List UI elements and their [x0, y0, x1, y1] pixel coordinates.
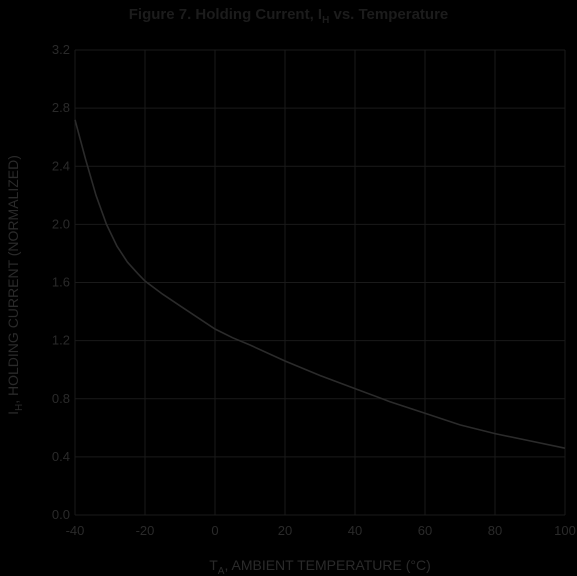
y-tick-label: 2.8 [52, 100, 70, 115]
x-tick-label: -40 [66, 523, 85, 538]
y-tick-label: 0.0 [52, 507, 70, 522]
y-tick-label: 2.0 [52, 216, 70, 231]
x-tick-label: 20 [278, 523, 292, 538]
y-axis-label: IH, HOLDING CURRENT (NORMALIZED) [5, 155, 25, 415]
x-tick-labels: -40 -20 0 20 40 60 80 100 [66, 523, 576, 538]
x-tick-label: 40 [348, 523, 362, 538]
x-tick-label: -20 [136, 523, 155, 538]
y-tick-label: 2.4 [52, 158, 70, 173]
y-tick-label: 0.8 [52, 391, 70, 406]
x-axis-label: TA, AMBIENT TEMPERATURE (°C) [209, 557, 431, 576]
x-tick-label: 100 [554, 523, 576, 538]
chart-title: Figure 7. Holding Current, IH vs. Temper… [128, 6, 449, 26]
y-tick-label: 0.4 [52, 449, 70, 464]
x-tick-label: 80 [488, 523, 502, 538]
grid [74, 49, 566, 516]
y-tick-label: 3.2 [52, 42, 70, 57]
holding-current-curve [74, 119, 566, 449]
y-tick-label: 1.6 [52, 275, 70, 290]
y-tick-labels: 0.0 0.4 0.8 1.2 1.6 2.0 2.4 2.8 3.2 [52, 42, 70, 522]
x-tick-label: 0 [211, 523, 218, 538]
x-tick-label: 60 [418, 523, 432, 538]
y-tick-label: 1.2 [52, 333, 70, 348]
